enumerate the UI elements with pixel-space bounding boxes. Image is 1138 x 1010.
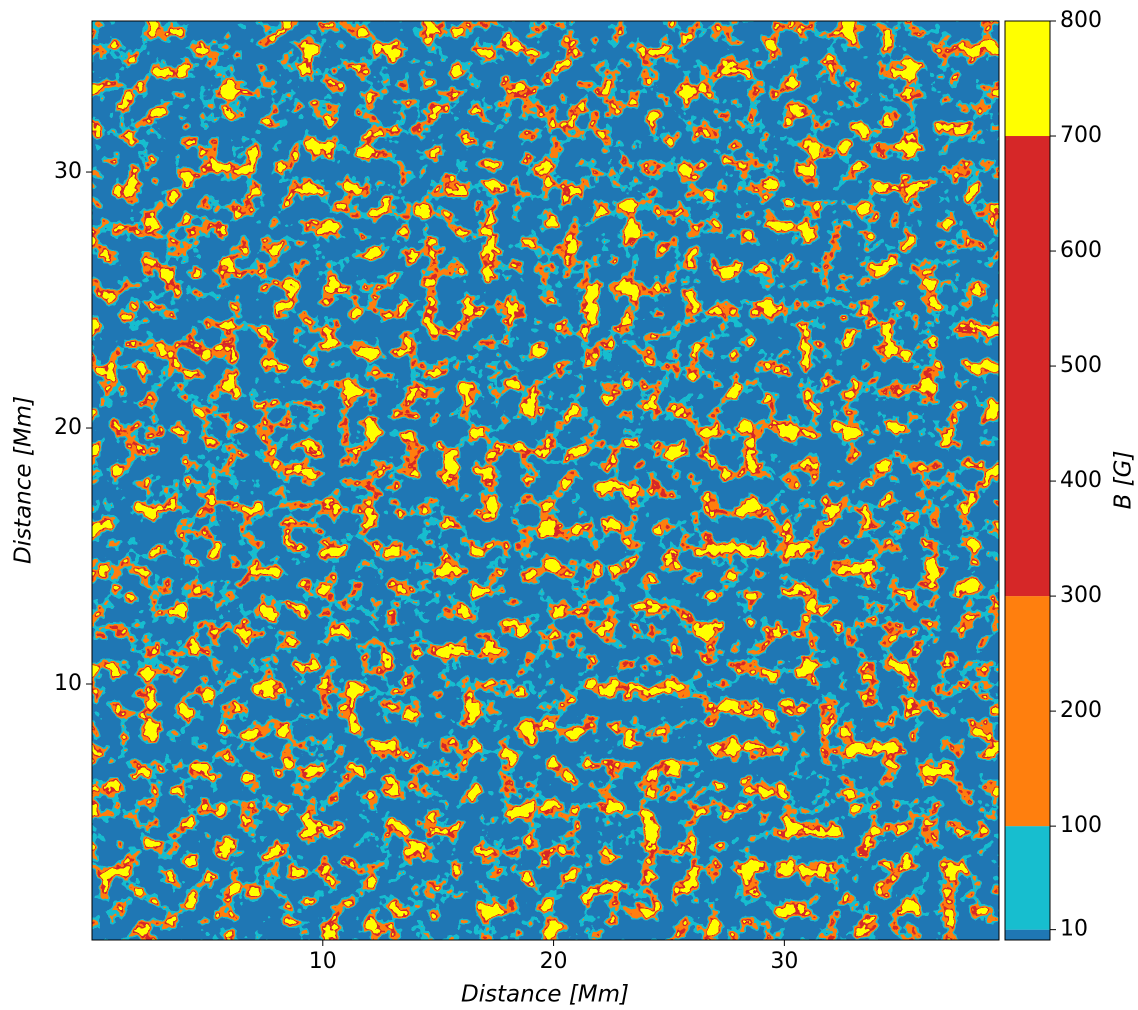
colorbar-tick-label: 300 (1060, 583, 1102, 608)
plot-frame (91, 20, 1000, 941)
x-tick-label: 30 (770, 949, 798, 974)
heatmap (92, 21, 999, 940)
colorbar-frame (1004, 20, 1051, 941)
colorbar-segment (1005, 826, 1050, 930)
y-axis-label: Distance [Mm] (11, 396, 37, 564)
colorbar-tick-label: 100 (1060, 813, 1102, 838)
colorbar-tick-label: 400 (1060, 468, 1102, 493)
colorbar-label: B [G] (1111, 451, 1137, 510)
colorbar-segment (1005, 596, 1050, 827)
y-tick-label: 30 (54, 159, 82, 184)
colorbar-tick-label: 600 (1060, 238, 1102, 263)
colorbar-tick-label: 500 (1060, 353, 1102, 378)
colorbar-tick-label: 700 (1060, 123, 1102, 148)
y-tick-label: 20 (54, 415, 82, 440)
colorbar-segment (1005, 929, 1050, 940)
x-axis-label: Distance [Mm] (461, 982, 629, 1008)
colorbar-tick-label: 800 (1060, 8, 1102, 33)
y-tick-label: 10 (54, 671, 82, 696)
x-tick-label: 20 (540, 949, 568, 974)
colorbar-tick-label: 200 (1060, 698, 1102, 723)
colorbar-segment (1005, 136, 1050, 597)
x-tick-label: 10 (309, 949, 337, 974)
colorbar-tick-label: 10 (1060, 917, 1088, 942)
colorbar-segment (1005, 21, 1050, 137)
